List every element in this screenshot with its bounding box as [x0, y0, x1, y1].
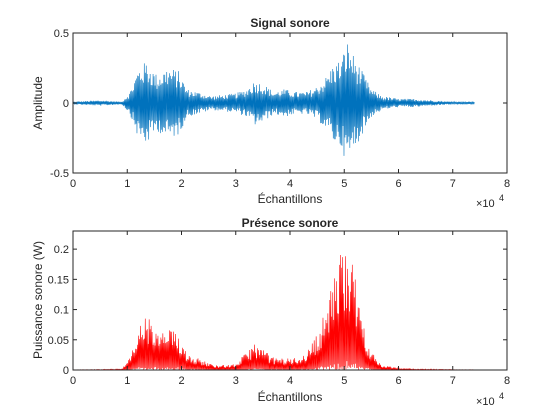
y-tick-label: 0.2 [54, 244, 69, 256]
presence-x-exponent-base: ×10 [476, 396, 495, 408]
x-tick-label: 4 [287, 375, 293, 387]
x-tick-label: 2 [178, 178, 184, 190]
signal-x-exponent-base: ×10 [476, 198, 495, 210]
presence-x-ticks: 0 1 2 3 4 5 6 7 8 [70, 231, 510, 387]
signal-series-line [73, 44, 475, 156]
signal-title: Signal sonore [250, 16, 330, 30]
signal-plot-area [73, 44, 475, 156]
x-tick-label: 6 [395, 375, 401, 387]
presence-y-ticks: 0 0.05 0.1 0.15 0.2 [48, 244, 507, 377]
presence-y-label: Puissance sonore (W) [31, 241, 45, 359]
presence-title: Présence sonore [242, 216, 339, 230]
x-tick-label: 3 [233, 178, 239, 190]
presence-x-label: Échantillons [258, 389, 323, 404]
y-tick-label: 0 [63, 365, 69, 377]
x-tick-label: 8 [504, 178, 510, 190]
x-tick-label: 3 [233, 375, 239, 387]
signal-x-ticks: 0 1 2 3 4 5 6 7 8 [70, 33, 510, 190]
presence-x-exponent: ×10 4 [476, 391, 504, 408]
y-tick-label: 0.15 [48, 274, 69, 286]
y-tick-label: -0.5 [50, 168, 69, 180]
x-tick-label: 5 [341, 375, 347, 387]
x-tick-label: 2 [178, 375, 184, 387]
x-tick-label: 1 [124, 375, 130, 387]
x-tick-label: 7 [450, 178, 456, 190]
signal-y-label: Amplitude [31, 76, 45, 130]
presence-x-exponent-power: 4 [499, 391, 504, 401]
y-tick-label: 0.05 [48, 335, 69, 347]
x-tick-label: 0 [70, 375, 76, 387]
y-tick-label: 0 [63, 98, 69, 110]
y-tick-label: 0.1 [54, 305, 69, 317]
x-tick-label: 1 [124, 178, 130, 190]
x-tick-label: 6 [395, 178, 401, 190]
x-tick-label: 4 [287, 178, 293, 190]
x-tick-label: 7 [450, 375, 456, 387]
x-tick-label: 8 [504, 375, 510, 387]
y-tick-label: 0.5 [54, 28, 69, 40]
x-tick-label: 5 [341, 178, 347, 190]
signal-x-label: Échantillons [258, 191, 323, 206]
presence-axes: Présence sonore 0 1 2 3 4 5 6 7 8 0 0.05 0.1 0.15 0.… [31, 216, 510, 408]
signal-x-exponent: ×10 4 [476, 193, 504, 210]
signal-y-ticks: -0.5 0 0.5 [50, 28, 507, 180]
x-tick-label: 0 [70, 178, 76, 190]
signal-x-exponent-power: 4 [499, 193, 504, 203]
